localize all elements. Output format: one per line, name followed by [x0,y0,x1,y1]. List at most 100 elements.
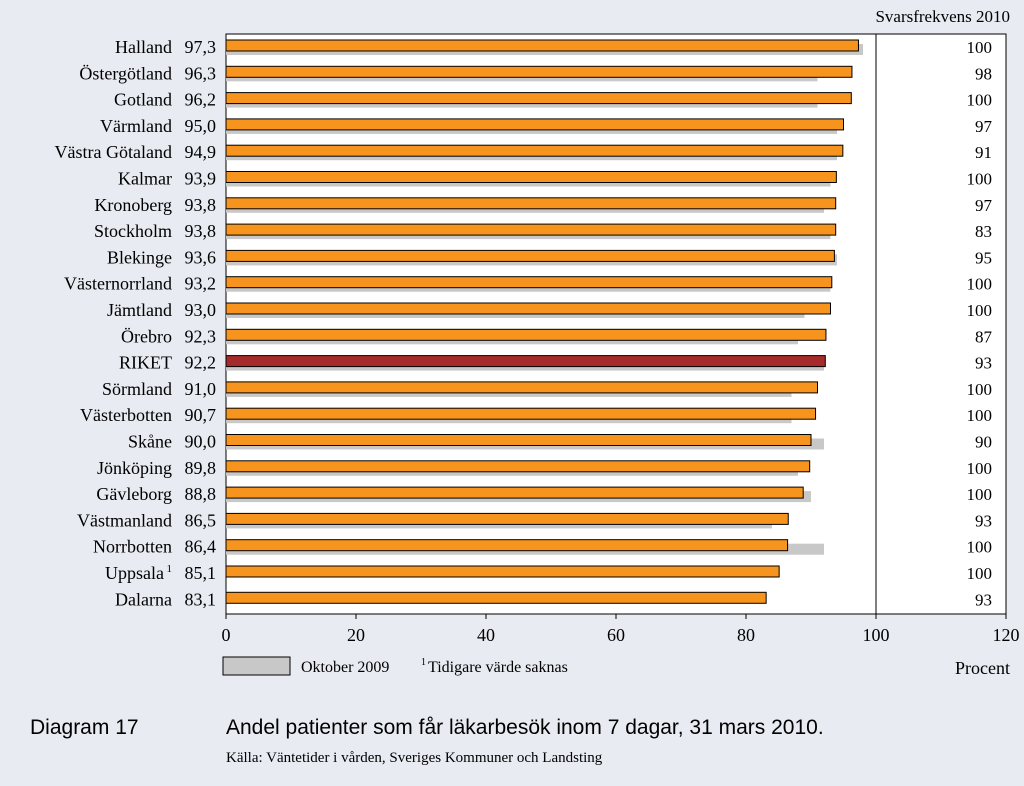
x-tick-label: 0 [222,625,231,645]
category-label: Uppsala [105,563,164,583]
value-label: 96,2 [185,90,217,110]
value-label: 93,8 [185,221,217,241]
bar-chart: Svarsfrekvens 2010 Halland 97,3 100 Östergöt… [55,7,1020,678]
response-rate-value: 100 [967,170,993,189]
response-rate-value: 100 [967,538,993,557]
response-rate-value: 100 [967,564,993,583]
legend-superscript: 1 [421,657,426,668]
bar-current [225,486,804,499]
category-label: Västernorrland [64,274,172,294]
category-label: Norrbotten [93,537,172,557]
value-label: 86,4 [185,537,217,557]
response-rate-value: 100 [967,275,993,294]
value-label: 93,9 [185,169,217,189]
bar-current [225,144,844,157]
response-rate-value: 93 [975,511,992,530]
x-tick-label: 120 [993,625,1020,645]
bar-current [225,65,853,78]
category-label: Gävleborg [96,484,172,504]
legend-swatch-previous [222,656,291,676]
category-label: Västerbotten [80,405,172,425]
x-axis-label: Procent [955,658,1010,678]
category-label: Kronoberg [94,195,172,215]
bar-current [225,92,852,105]
response-rate-value: 91 [975,143,992,162]
category-label: Jämtland [107,300,172,320]
category-label: Västmanland [77,510,172,530]
value-label: 93,8 [185,195,217,215]
value-label: 86,5 [185,510,217,530]
value-label: 94,9 [185,142,217,162]
x-tick-label: 80 [737,625,755,645]
x-tick-label: 20 [347,625,365,645]
response-rate-value: 93 [975,354,992,373]
legend-note: Tidigare värde saknas [428,659,568,676]
legend-label-previous: Oktober 2009 [301,659,389,676]
bar-current [225,460,811,473]
response-rate-value: 100 [967,301,993,320]
diagram-number: Diagram 17 [30,716,139,739]
response-rate-value: 83 [975,222,992,241]
value-label: 91,0 [185,379,217,399]
bar-current [225,381,818,394]
bar-current [225,407,817,420]
response-rate-value: 90 [975,433,992,452]
value-label: 90,0 [185,432,217,452]
response-rate-value: 87 [975,327,993,346]
value-label: 93,2 [185,274,217,294]
bar-current [225,434,812,446]
value-label: 88,8 [185,484,217,504]
bar-current [225,39,859,52]
response-rate-value: 100 [967,459,993,478]
bar-current [225,118,844,131]
response-rate-value: 100 [967,91,993,110]
diagram-source: Källa: Väntetider i vården, Sveriges Kom… [226,750,603,766]
value-label: 92,2 [185,353,217,373]
value-label: 90,7 [185,405,217,425]
category-label: Jönköping [97,458,172,478]
bar-current [225,223,837,236]
x-tick-label: 40 [477,625,495,645]
response-rate-header: Svarsfrekvens 2010 [875,7,1010,26]
bar-current [225,171,837,183]
category-label: Halland [115,37,172,57]
category-label: Värmland [100,116,172,136]
response-rate-value: 97 [975,117,993,136]
category-label: Blekinge [107,247,172,267]
value-label: 92,3 [185,326,217,346]
category-label: Östergötland [79,63,172,83]
response-rate-value: 100 [967,38,993,57]
value-label: 95,0 [185,116,217,136]
value-label: 89,8 [185,458,217,478]
category-label: Sörmland [102,379,172,399]
category-label: Kalmar [118,169,172,189]
bar-current [225,276,833,289]
category-label: Dalarna [115,589,172,609]
bar-current [225,249,835,262]
bar-current [225,302,831,315]
bar-current [225,591,767,604]
category-label: RIKET [119,353,172,373]
x-tick-label: 100 [863,625,890,645]
bar-current [225,512,789,525]
value-label: 93,0 [185,300,217,320]
value-label: 93,6 [185,247,217,267]
category-label: Örebro [121,326,172,346]
bar-current [225,197,837,210]
bar-current [225,565,780,578]
response-rate-value: 95 [975,248,992,267]
value-label: 85,1 [185,563,217,583]
response-rate-value: 97 [975,196,993,215]
category-label: Gotland [114,90,172,110]
response-rate-value: 100 [967,485,993,504]
bar-current [225,328,827,341]
category-label: Stockholm [94,221,172,241]
bar-current-highlight [225,355,826,368]
value-label: 83,1 [185,589,217,609]
diagram-title: Andel patienter som får läkarbesök inom … [226,716,824,739]
value-label: 97,3 [185,37,217,57]
response-rate-value: 98 [975,64,992,83]
bar-current [225,539,789,552]
category-label: Västra Götaland [55,142,172,162]
response-rate-value: 100 [967,406,993,425]
